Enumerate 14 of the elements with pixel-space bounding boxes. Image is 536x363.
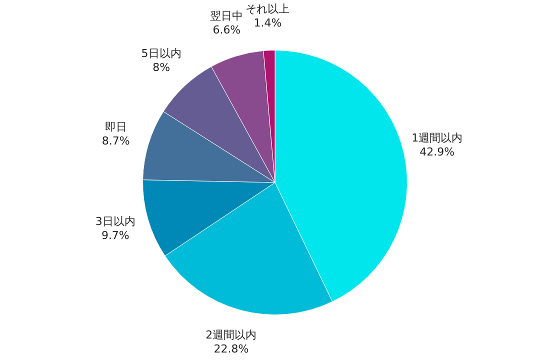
slice-label: 3日以内 [95,214,136,228]
data-label: 42.9% [420,145,455,158]
data-label: 9.7% [101,228,130,242]
slice-label: 即日 [104,120,127,134]
slice-label: それ以上 [246,2,290,16]
data-label: 1.4% [254,16,282,30]
slice-label: 1週間以内 [412,131,463,144]
data-label: 22.8% [214,342,249,356]
data-label: 6.6% [212,23,241,36]
slice-label: 翌日中 [210,9,244,22]
slice-label: 5日以内 [141,47,182,60]
data-label: 8.7% [102,134,130,148]
slice-label: 2週間以内 [206,328,257,342]
data-label: 8% [152,61,170,74]
